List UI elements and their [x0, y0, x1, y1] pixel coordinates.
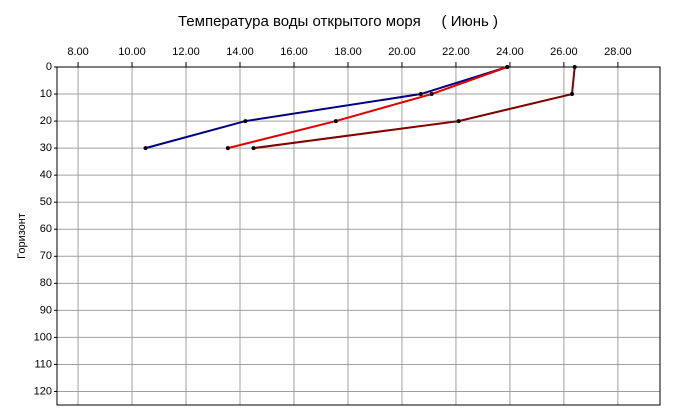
- x-tick-label: 22.00: [442, 46, 470, 58]
- y-tick-label: 20: [40, 115, 52, 127]
- x-tick-label: 20.00: [388, 46, 416, 58]
- x-tick-label: 12.00: [172, 46, 200, 58]
- y-tick-label: 0: [46, 61, 52, 73]
- point-marker: [143, 146, 148, 151]
- point-marker: [572, 65, 577, 69]
- point-marker: [418, 92, 423, 97]
- x-tick-label: 18.00: [334, 46, 362, 58]
- chart-title: Температура воды открытого моря ( Июнь ): [178, 13, 498, 30]
- point-marker: [225, 146, 230, 151]
- x-tick-label: 24.00: [496, 46, 524, 58]
- series-line: [227, 66, 508, 150]
- y-tick-label: 120: [34, 385, 52, 397]
- plot-frame: [56, 66, 661, 406]
- y-tick-label: 90: [40, 304, 52, 316]
- x-tick-label: 8.00: [67, 46, 88, 58]
- point-marker: [456, 119, 461, 124]
- point-marker: [251, 146, 256, 151]
- y-tick-label: 40: [40, 169, 52, 181]
- y-tick-label: 80: [40, 277, 52, 289]
- series-line: [253, 66, 576, 150]
- x-tick-label: 26.00: [550, 46, 578, 58]
- y-tick-label: 50: [40, 196, 52, 208]
- point-marker: [570, 92, 575, 97]
- point-marker: [429, 92, 434, 97]
- y-tick-label: 60: [40, 223, 52, 235]
- y-tick-label: 110: [34, 358, 52, 370]
- y-tick-label: 100: [34, 331, 52, 343]
- point-marker: [243, 119, 248, 124]
- point-marker: [505, 65, 510, 69]
- x-tick-label: 16.00: [280, 46, 308, 58]
- y-tick-label: 70: [40, 250, 52, 262]
- y-tick-label: 30: [40, 142, 52, 154]
- x-tick-label: 10.00: [118, 46, 146, 58]
- y-tick-label: 10: [40, 88, 52, 100]
- y-axis-label: Горизонт: [16, 213, 28, 259]
- x-tick-label: 28.00: [604, 46, 632, 58]
- x-tick-label: 14.00: [226, 46, 254, 58]
- point-marker: [333, 119, 338, 124]
- series-line: [145, 66, 508, 150]
